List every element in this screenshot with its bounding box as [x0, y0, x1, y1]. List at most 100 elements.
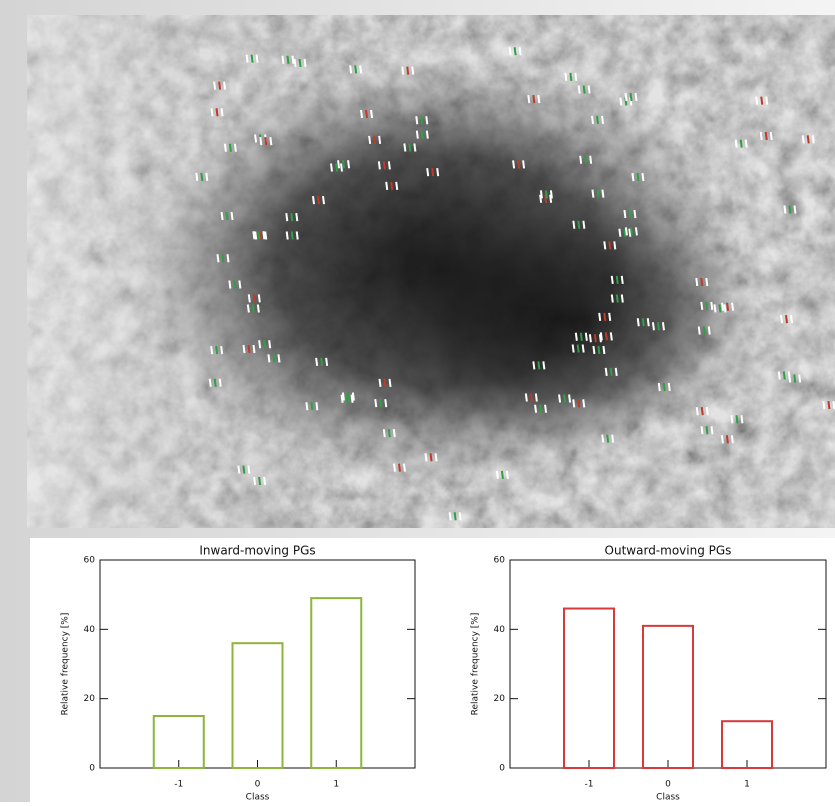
- marker-dash: [343, 392, 344, 400]
- marker-dash: [229, 281, 230, 289]
- marker-dash: [602, 435, 603, 443]
- marker-dash: [394, 429, 395, 437]
- marker-dash: [515, 47, 516, 55]
- y-tick-label: 40: [494, 625, 506, 635]
- marker-dash: [711, 426, 712, 434]
- marker-dash: [533, 361, 534, 369]
- marker-dash: [385, 399, 386, 407]
- marker-dash: [697, 407, 698, 415]
- marker-dash: [255, 231, 256, 239]
- marker-dash: [590, 334, 591, 342]
- marker-dash: [338, 160, 339, 168]
- marker-dash: [779, 372, 780, 380]
- marker-dash: [584, 86, 585, 94]
- chart-title: Outward-moving PGs: [605, 544, 732, 558]
- marker-dash: [569, 395, 570, 403]
- marker-dash: [616, 368, 617, 376]
- marker-dash: [722, 435, 723, 443]
- marker-dash: [611, 332, 612, 340]
- marker-dash: [626, 93, 627, 101]
- marker-dash: [375, 399, 376, 407]
- marker-dash: [391, 182, 392, 190]
- marker-dash: [269, 340, 270, 348]
- marker-dash: [390, 379, 391, 387]
- marker-dash: [603, 346, 604, 354]
- marker-dash: [520, 47, 521, 55]
- marker-dash: [232, 212, 233, 220]
- marker-dash: [761, 132, 762, 140]
- marker-dash: [371, 110, 372, 118]
- marker-dash: [612, 276, 613, 284]
- marker-dash: [396, 182, 397, 190]
- marker-dash: [736, 140, 737, 148]
- marker-dash: [259, 477, 260, 485]
- marker-dash: [278, 354, 279, 362]
- y-tick-label: 20: [84, 694, 96, 704]
- marker-dash: [799, 375, 800, 383]
- marker-dash: [258, 305, 259, 313]
- marker-dash: [431, 453, 432, 461]
- marker-dash: [259, 340, 260, 348]
- marker-dash: [611, 368, 612, 376]
- chart-panel: [30, 538, 835, 802]
- marker-dash: [565, 73, 566, 81]
- marker-dash: [580, 156, 581, 164]
- y-axis-label: Relative frequency [%]: [471, 613, 481, 716]
- marker-dash: [732, 303, 733, 311]
- marker-dash: [756, 97, 757, 105]
- marker-dash: [540, 405, 541, 413]
- marker-dash: [407, 67, 408, 75]
- marker-dash: [210, 379, 211, 387]
- marker-dash: [813, 135, 814, 143]
- marker-dash: [619, 229, 620, 237]
- marker-dash: [201, 173, 202, 181]
- marker-dash: [741, 140, 742, 148]
- marker-dash: [460, 512, 461, 520]
- marker-dash: [604, 313, 605, 321]
- marker-dash: [538, 95, 539, 103]
- marker-dash: [771, 132, 772, 140]
- marker-dash: [292, 231, 293, 239]
- marker-dash: [265, 231, 266, 239]
- marker-dash: [222, 212, 223, 220]
- marker-dash: [766, 132, 767, 140]
- marker-dash: [455, 512, 456, 520]
- marker-dash: [696, 278, 697, 286]
- marker-dash: [385, 379, 386, 387]
- marker-dash: [724, 304, 725, 312]
- marker-dash: [528, 95, 529, 103]
- marker-dash: [803, 135, 804, 143]
- marker-dash: [384, 429, 385, 437]
- marker-dash: [331, 164, 332, 172]
- y-tick-label: 60: [494, 556, 506, 566]
- y-tick-label: 0: [499, 764, 505, 774]
- marker-dash: [287, 56, 288, 64]
- marker-dash: [238, 466, 239, 474]
- marker-dash: [719, 304, 720, 312]
- marker-dash: [701, 278, 702, 286]
- marker-dash: [217, 108, 218, 116]
- marker-dash: [711, 302, 712, 310]
- y-tick-label: 60: [84, 556, 96, 566]
- marker-dash: [502, 471, 503, 479]
- marker-dash: [253, 231, 254, 239]
- marker-dash: [833, 401, 834, 409]
- marker-dash: [248, 305, 249, 313]
- marker-dash: [214, 82, 215, 90]
- marker-dash: [374, 136, 375, 144]
- marker-dash: [784, 206, 785, 214]
- marker-dash: [526, 393, 527, 401]
- marker-dash: [369, 136, 370, 144]
- marker-dash: [702, 407, 703, 415]
- marker-dash: [706, 302, 707, 310]
- marker-dash: [282, 56, 283, 64]
- marker-dash: [316, 402, 317, 410]
- marker-dash: [604, 241, 605, 249]
- marker-dash: [573, 221, 574, 229]
- marker-dash: [437, 168, 438, 176]
- marker-dash: [607, 435, 608, 443]
- marker-dash: [222, 108, 223, 116]
- umbra: [360, 190, 760, 450]
- marker-dash: [253, 305, 254, 313]
- marker-dash: [597, 190, 598, 198]
